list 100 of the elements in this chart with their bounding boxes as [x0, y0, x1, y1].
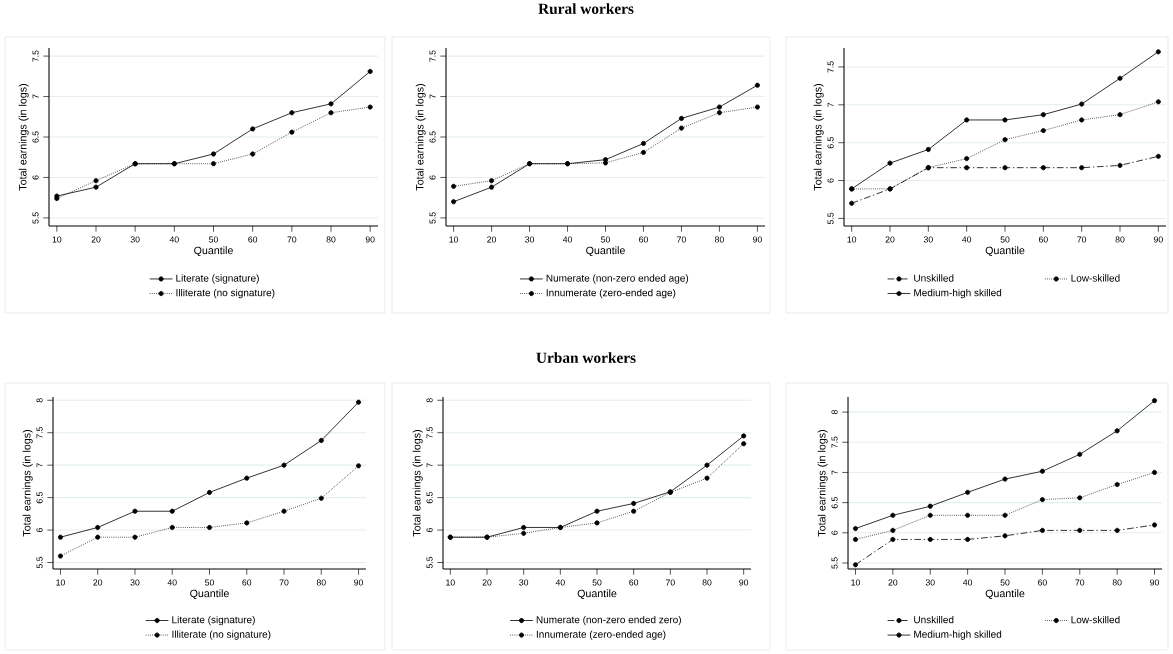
x-tick-label: 80: [326, 236, 336, 243]
y-tick-label: 7.5: [831, 436, 838, 448]
x-tick-label: 20: [93, 579, 103, 586]
x-tick-label: 90: [739, 579, 749, 586]
x-tick-label: 30: [130, 579, 140, 586]
x-axis-title: Quantile: [985, 589, 1025, 600]
legend-label: Unskilled: [914, 274, 954, 282]
y-tick-label: 5.5: [831, 557, 838, 569]
x-tick-label: 60: [1038, 579, 1047, 586]
x-tick-label: 10: [449, 236, 459, 243]
x-axis-title: Quantile: [194, 246, 233, 257]
legend-label: Low-skilled: [1071, 615, 1120, 624]
y-tick-label: 7.5: [827, 61, 834, 73]
x-tick-label: 10: [52, 236, 62, 243]
x-axis-title: Quantile: [586, 246, 625, 257]
x-tick-label: 90: [365, 236, 375, 243]
x-tick-label: 60: [242, 579, 252, 586]
x-tick-label: 50: [209, 236, 218, 243]
y-tick-label: 8: [426, 398, 433, 403]
x-tick-label: 10: [847, 236, 857, 243]
x-tick-label: 80: [714, 236, 724, 243]
y-tick-label: 7.5: [429, 50, 436, 62]
x-tick-label: 60: [639, 236, 648, 243]
x-tick-label: 70: [677, 236, 686, 243]
y-tick-label: 6: [429, 175, 436, 180]
x-tick-label: 20: [91, 236, 101, 243]
y-tick-label: 6: [426, 528, 433, 533]
legend-label: Illiterate (no signature): [172, 630, 271, 640]
y-tick-label: 5.5: [426, 556, 433, 569]
y-tick-label: 7: [32, 94, 39, 99]
x-tick-label: 40: [962, 236, 972, 243]
y-tick-label: 7: [831, 470, 838, 475]
x-axis-title: Quantile: [577, 589, 617, 600]
x-tick-label: 70: [665, 579, 675, 586]
y-tick-label: 5.5: [429, 212, 436, 224]
legend-label: Numerate (non-zero ended age): [546, 274, 689, 284]
y-tick-label: 6.5: [827, 137, 834, 149]
legend-label: Innumerate (zero-ended age): [536, 630, 666, 640]
x-tick-label: 20: [487, 236, 497, 243]
y-axis-title: Total earnings (in logs): [412, 430, 423, 537]
x-tick-label: 60: [1038, 236, 1048, 243]
legend-label: Unskilled: [914, 615, 954, 624]
x-tick-label: 10: [56, 579, 65, 586]
x-tick-label: 90: [1150, 579, 1159, 586]
x-axis-title: Quantile: [190, 589, 229, 600]
x-tick-label: 60: [629, 579, 639, 586]
legend-label: Numerate (non-zero ended zero): [536, 615, 681, 626]
y-tick-label: 6: [827, 178, 834, 183]
x-tick-label: 70: [279, 579, 289, 586]
y-tick-label: 7: [36, 463, 43, 468]
x-tick-label: 20: [482, 579, 492, 586]
x-tick-label: 20: [885, 236, 895, 243]
y-axis-title: Total earnings (in logs): [817, 430, 828, 537]
y-axis-title: Total earnings (in logs): [22, 430, 33, 537]
x-tick-label: 50: [592, 579, 602, 586]
y-tick-label: 7.5: [32, 50, 39, 62]
x-tick-label: 70: [1077, 236, 1087, 243]
x-axis-title: Quantile: [985, 246, 1025, 257]
y-tick-label: 5.5: [827, 212, 834, 225]
y-axis-title: Total earnings (in logs): [813, 84, 824, 191]
x-tick-label: 20: [888, 579, 898, 586]
x-tick-label: 60: [248, 236, 258, 243]
legend-label: Medium-high skilled: [914, 630, 1002, 640]
x-tick-label: 80: [316, 579, 326, 586]
x-tick-label: 90: [752, 236, 762, 243]
y-tick-label: 6: [831, 530, 838, 535]
x-tick-label: 50: [601, 236, 610, 243]
chart-title: Rural workers: [538, 3, 634, 14]
y-tick-label: 5.5: [36, 556, 43, 569]
legend-label: Literate (signature): [176, 274, 259, 284]
y-tick-label: 7: [426, 463, 433, 468]
x-tick-label: 50: [1000, 236, 1010, 243]
x-tick-label: 40: [562, 236, 573, 243]
x-tick-label: 70: [287, 236, 297, 243]
x-tick-label: 50: [205, 579, 214, 586]
y-tick-label: 7.5: [36, 427, 43, 439]
x-tick-label: 40: [167, 579, 177, 586]
x-tick-label: 50: [1000, 579, 1010, 586]
x-tick-label: 80: [1112, 579, 1122, 586]
legend-label: Innumerate (zero-ended age): [546, 288, 676, 299]
x-tick-label: 30: [525, 236, 535, 243]
x-tick-label: 70: [1075, 579, 1085, 586]
y-tick-label: 6.5: [429, 131, 436, 143]
y-tick-label: 6.5: [32, 131, 39, 143]
y-tick-label: 7: [429, 94, 436, 99]
legend-label: Medium-high skilled: [914, 288, 1002, 299]
x-tick-label: 10: [851, 579, 860, 586]
y-tick-label: 7.5: [426, 427, 433, 439]
y-tick-label: 6: [36, 528, 43, 533]
x-tick-label: 40: [963, 579, 973, 586]
legend-label: Low-skilled: [1071, 274, 1120, 282]
x-tick-label: 40: [169, 236, 179, 243]
x-tick-label: 30: [519, 579, 529, 586]
y-tick-label: 6.5: [426, 491, 433, 504]
x-tick-label: 40: [555, 579, 565, 586]
y-tick-label: 6.5: [36, 491, 43, 504]
y-tick-label: 8: [831, 410, 838, 415]
x-tick-label: 90: [1153, 236, 1163, 243]
x-tick-label: 80: [702, 579, 712, 586]
x-tick-label: 90: [354, 579, 364, 586]
